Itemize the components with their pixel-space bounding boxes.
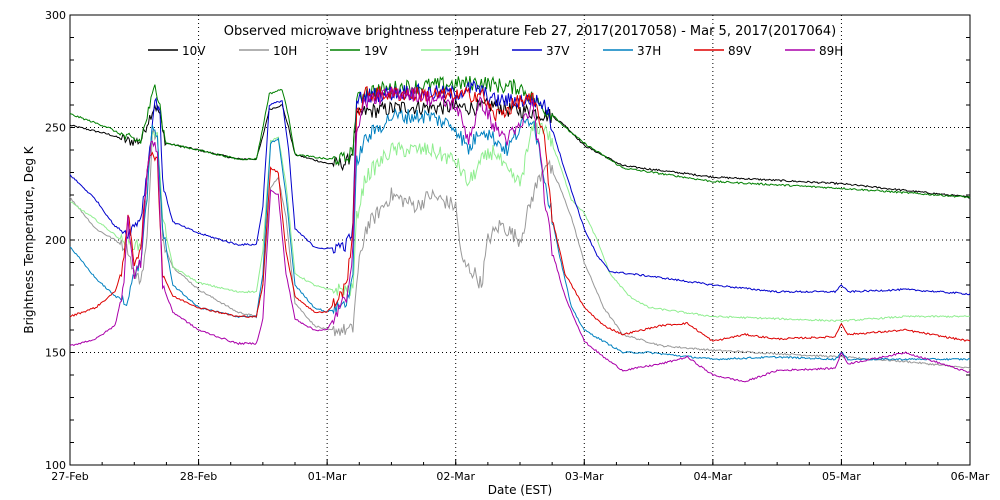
series-line-89V xyxy=(69,86,971,342)
legend-label-10V: 10V xyxy=(182,44,206,58)
legend-label-10H: 10H xyxy=(273,44,297,58)
x-tick-label: 01-Mar xyxy=(308,470,347,483)
series-lines xyxy=(69,75,971,383)
series-line-10V xyxy=(69,97,971,199)
y-tick-label: 300 xyxy=(45,9,66,22)
series-line-89H xyxy=(69,87,971,383)
legend-label-89V: 89V xyxy=(728,44,752,58)
series-line-19V xyxy=(69,75,971,199)
legend-label-19H: 19H xyxy=(455,44,479,58)
series-line-19H xyxy=(69,119,971,323)
x-tick-label: 27-Feb xyxy=(51,470,88,483)
x-tick-label: 05-Mar xyxy=(822,470,861,483)
x-tick-label: 04-Mar xyxy=(693,470,732,483)
legend-label-19V: 19V xyxy=(364,44,388,58)
y-tick-label: 200 xyxy=(45,234,66,247)
legend-label-37V: 37V xyxy=(546,44,570,58)
y-tick-label: 150 xyxy=(45,347,66,360)
y-tick-label: 100 xyxy=(45,459,66,472)
x-tick-label: 02-Mar xyxy=(436,470,475,483)
x-tick-label: 06-Mar xyxy=(951,470,990,483)
y-axis-label: Brightness Temperature, Deg K xyxy=(22,145,36,333)
legend-label-89H: 89H xyxy=(819,44,843,58)
x-axis-ticks: 27-Feb 28-Feb 01-Mar 02-Mar 03-Mar 04-Mar 05-M… xyxy=(51,459,990,483)
grid-lines xyxy=(70,15,970,465)
legend: 10V 10H 19V 19H 37V 37H 89V 89H xyxy=(148,44,843,58)
series-line-37V xyxy=(69,79,971,296)
y-tick-label: 250 xyxy=(45,122,66,135)
y-axis-ticks: 100 150 200 250 300 xyxy=(45,9,970,472)
legend-label-37H: 37H xyxy=(637,44,661,58)
series-line-10H xyxy=(69,129,971,369)
chart-title: Observed microwave brightness temperatur… xyxy=(224,24,836,39)
x-axis-label: Date (EST) xyxy=(488,483,552,497)
x-tick-label: 28-Feb xyxy=(180,470,217,483)
x-tick-label: 03-Mar xyxy=(565,470,604,483)
